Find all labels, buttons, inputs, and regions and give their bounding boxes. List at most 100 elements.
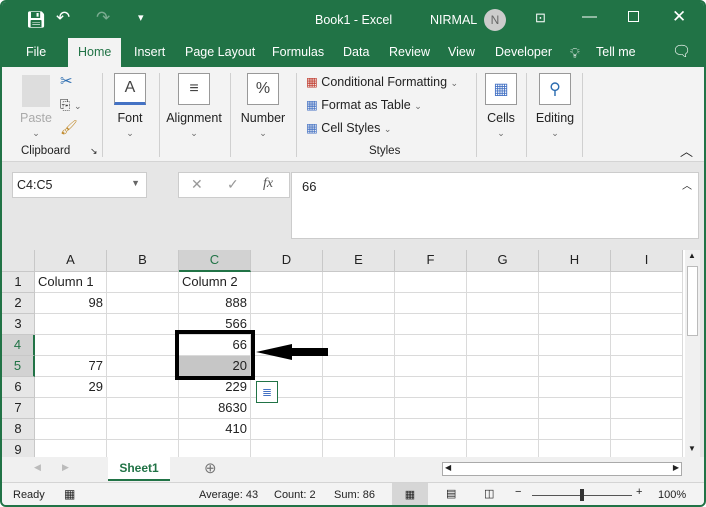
scroll-thumb[interactable] [687,266,698,336]
cell-g9[interactable] [467,440,539,457]
cell-d3[interactable] [251,314,323,335]
ribbon-display-icon[interactable]: ⊡ [535,10,546,25]
vertical-scrollbar[interactable]: ▲ ▼ [685,250,700,457]
cell-c1[interactable]: Column 2 [179,272,251,293]
row-header-1[interactable]: 1 [2,272,35,293]
cell-h2[interactable] [539,293,611,314]
cell-h5[interactable] [539,356,611,377]
cell-i5[interactable] [611,356,683,377]
cell-i9[interactable] [611,440,683,457]
cell-d5[interactable] [251,356,323,377]
cell-h1[interactable] [539,272,611,293]
undo-icon[interactable]: ↶ [56,8,71,27]
accessibility-icon[interactable]: ▦ [64,487,76,501]
cell-d1[interactable] [251,272,323,293]
number-button[interactable]: % Number ⌄ [238,73,288,139]
column-header-e[interactable]: E [323,250,395,272]
cell-c9[interactable] [179,440,251,457]
comments-icon[interactable]: 🗨︎ [672,43,692,60]
collapse-ribbon-icon[interactable]: ︿ [680,144,694,159]
cell-e6[interactable] [323,377,395,398]
column-header-b[interactable]: B [107,250,179,272]
cell-b5[interactable] [107,356,179,377]
formula-input[interactable]: 66 ︿ [291,172,699,239]
row-header-3[interactable]: 3 [2,314,35,335]
name-box[interactable]: C4:C5 ▼ [12,172,147,198]
row-header-9[interactable]: 9 [2,440,35,457]
cell-e2[interactable] [323,293,395,314]
cell-h9[interactable] [539,440,611,457]
tab-data[interactable]: Data [343,45,370,59]
cell-g5[interactable] [467,356,539,377]
cell-e1[interactable] [323,272,395,293]
row-header-8[interactable]: 8 [2,419,35,440]
select-all-corner[interactable] [2,250,35,272]
cell-c3[interactable]: 566 [179,314,251,335]
cell-b3[interactable] [107,314,179,335]
chevron-down-icon[interactable]: ▼ [131,178,140,188]
sheet-tab-sheet1[interactable]: Sheet1 [108,457,170,481]
cell-e7[interactable] [323,398,395,419]
cell-e8[interactable] [323,419,395,440]
enter-icon[interactable]: ✓ [227,176,239,192]
cell-h4[interactable] [539,335,611,356]
editing-button[interactable]: ⚲ Editing ⌄ [534,73,576,139]
row-header-6[interactable]: 6 [2,377,35,398]
cell-h7[interactable] [539,398,611,419]
cell-a6[interactable]: 29 [35,377,107,398]
cell-h8[interactable] [539,419,611,440]
cell-a1[interactable]: Column 1 [35,272,107,293]
page-layout-view-icon[interactable]: ▤ [446,488,457,500]
cancel-icon[interactable]: ✕ [191,176,203,192]
cell-a3[interactable] [35,314,107,335]
next-sheet-icon[interactable]: ▶ [62,462,69,472]
tell-me-search[interactable]: Tell me [596,45,636,59]
font-button[interactable]: A Font ⌄ [110,73,150,139]
column-header-h[interactable]: H [539,250,611,272]
column-header-d[interactable]: D [251,250,323,272]
cell-g3[interactable] [467,314,539,335]
cell-c6[interactable]: 229 [179,377,251,398]
close-icon[interactable]: ✕ [672,7,687,26]
cell-b2[interactable] [107,293,179,314]
cell-styles-button[interactable]: ▦ Cell Styles ⌄ [306,121,392,135]
row-header-7[interactable]: 7 [2,398,35,419]
cell-g6[interactable] [467,377,539,398]
cell-d6[interactable] [251,377,323,398]
zoom-slider-thumb[interactable] [580,489,584,501]
cell-c7[interactable]: 8630 [179,398,251,419]
tab-file[interactable]: File [26,45,47,59]
cell-i4[interactable] [611,335,683,356]
cell-b9[interactable] [107,440,179,457]
tab-formulas[interactable]: Formulas [272,45,325,59]
tab-view[interactable]: View [448,45,475,59]
cell-g8[interactable] [467,419,539,440]
zoom-in-icon[interactable]: + [636,486,643,498]
cell-g1[interactable] [467,272,539,293]
column-header-a[interactable]: A [35,250,107,272]
column-header-c[interactable]: C [179,250,251,272]
row-header-5[interactable]: 5 [2,356,35,377]
worksheet-grid[interactable]: A B C D E F G H I 1 Column 1 Column 2 2 98 888 3 566 4 66 5… [2,250,685,457]
customize-toolbar-icon[interactable]: ▾ [138,12,144,24]
tab-insert[interactable]: Insert [134,45,166,59]
paste-button[interactable]: Paste ⌄ [20,75,52,139]
avatar[interactable]: N [484,9,506,31]
row-header-2[interactable]: 2 [2,293,35,314]
minimize-icon[interactable]: — [582,8,597,25]
page-break-view-icon[interactable]: ◫ [484,488,495,500]
maximize-icon[interactable] [628,11,639,22]
cell-f5[interactable] [395,356,467,377]
cell-c5[interactable]: 20 [179,356,251,377]
cell-f9[interactable] [395,440,467,457]
cell-c2[interactable]: 888 [179,293,251,314]
cell-a8[interactable] [35,419,107,440]
format-as-table-button[interactable]: ▦ Format as Table ⌄ [306,98,422,112]
cell-f3[interactable] [395,314,467,335]
scroll-right-icon[interactable]: ▶ [672,463,679,472]
cell-f1[interactable] [395,272,467,293]
cell-h6[interactable] [539,377,611,398]
horizontal-scrollbar[interactable]: ◀ ▶ [442,462,682,476]
save-icon[interactable]: 💾︎ [26,12,47,29]
cell-c4[interactable]: 66 [179,335,251,356]
